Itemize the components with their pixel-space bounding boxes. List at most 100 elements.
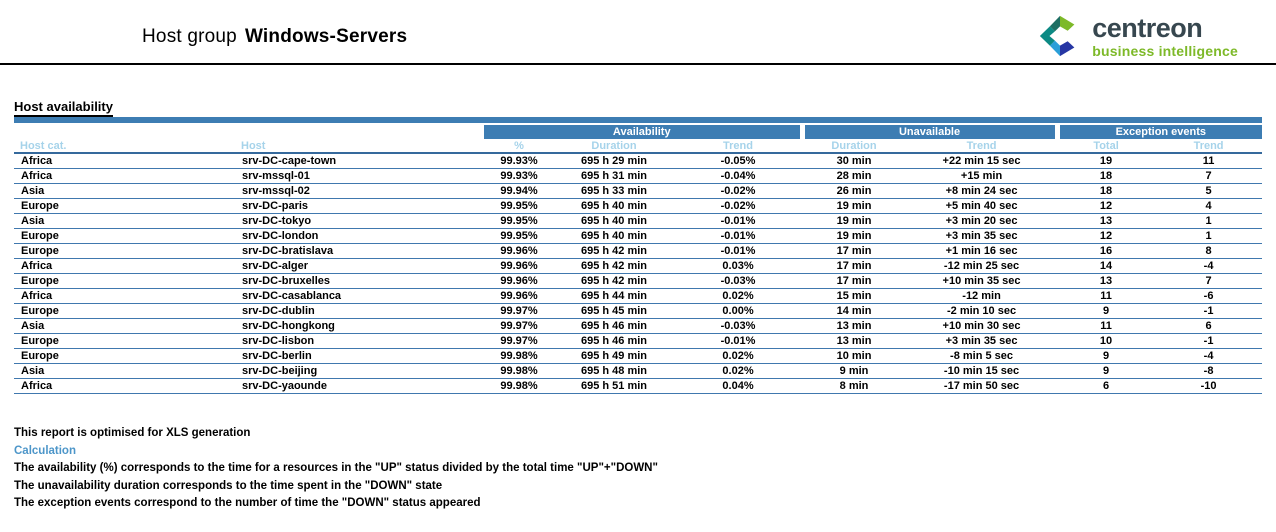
host-availability-table: Availability Unavailable Exception event… — [14, 125, 1263, 394]
cell-host: srv-DC-beijing — [235, 363, 484, 379]
cell-exception-total: 9 — [1057, 348, 1156, 364]
col-header-availability-percent: % — [484, 139, 554, 154]
cell-availability-percent: 99.96% — [484, 243, 554, 259]
cell-unavailable-duration: 28 min — [802, 168, 907, 184]
cell-host: srv-DC-berlin — [235, 348, 484, 364]
cell-exception-total: 10 — [1057, 333, 1156, 349]
cell-unavailable-duration: 8 min — [802, 378, 907, 394]
table-row: Africa srv-DC-yaounde 99.98% 695 h 51 min 0.… — [14, 378, 1263, 394]
page-title: Host group Windows-Servers — [142, 26, 407, 48]
cell-host-cat: Europe — [14, 273, 235, 289]
table-row: Africa srv-DC-cape-town 99.93% 695 h 29 min… — [14, 153, 1263, 169]
cell-unavailable-trend: +3 min 35 sec — [906, 228, 1058, 244]
centreon-logo: centreon business intelligence — [1037, 13, 1238, 59]
cell-exception-total: 18 — [1057, 168, 1156, 184]
table-row: Asia srv-mssql-02 99.94% 695 h 33 min -0.02%… — [14, 183, 1263, 199]
table-row: Europe srv-DC-bruxelles 99.96% 695 h 42 min… — [14, 273, 1263, 289]
cell-host-cat: Africa — [14, 288, 235, 304]
cell-availability-percent: 99.98% — [484, 348, 554, 364]
cell-availability-trend: -0.01% — [674, 243, 803, 259]
cell-unavailable-trend: +1 min 16 sec — [906, 243, 1058, 259]
cell-host-cat: Asia — [14, 318, 235, 334]
cell-exception-trend: 8 — [1155, 243, 1263, 259]
cell-availability-percent: 99.96% — [484, 288, 554, 304]
cell-host-cat: Europe — [14, 333, 235, 349]
cell-exception-total: 13 — [1057, 273, 1156, 289]
cell-exception-trend: -8 — [1155, 363, 1263, 379]
cell-availability-trend: -0.04% — [674, 168, 803, 184]
cell-exception-trend: 7 — [1155, 168, 1263, 184]
cell-availability-percent: 99.98% — [484, 378, 554, 394]
group-header-exception-events: Exception events — [1054, 125, 1263, 139]
cell-host: srv-DC-lisbon — [235, 333, 484, 349]
cell-availability-duration: 695 h 44 min — [554, 288, 674, 304]
cell-host-cat: Africa — [14, 258, 235, 274]
cell-host-cat: Africa — [14, 153, 235, 169]
cell-exception-trend: 1 — [1155, 213, 1263, 229]
cell-exception-total: 12 — [1057, 228, 1156, 244]
section-title-bar — [14, 117, 1262, 123]
section-title-host-availability: Host availability — [14, 99, 113, 117]
cell-host: srv-mssql-02 — [235, 183, 484, 199]
cell-exception-trend: 6 — [1155, 318, 1263, 334]
cell-host-cat: Europe — [14, 228, 235, 244]
cell-exception-total: 9 — [1057, 303, 1156, 319]
cell-host-cat: Asia — [14, 183, 235, 199]
cell-host: srv-DC-bratislava — [235, 243, 484, 259]
cell-unavailable-duration: 15 min — [802, 288, 907, 304]
cell-availability-duration: 695 h 45 min — [554, 303, 674, 319]
cell-availability-duration: 695 h 40 min — [554, 198, 674, 214]
cell-availability-duration: 695 h 40 min — [554, 213, 674, 229]
cell-unavailable-duration: 30 min — [802, 153, 907, 169]
cell-exception-total: 11 — [1057, 318, 1156, 334]
cell-availability-trend: -0.01% — [674, 228, 803, 244]
cell-availability-trend: -0.03% — [674, 273, 803, 289]
table-row: Asia srv-DC-tokyo 99.95% 695 h 40 min -0.01%… — [14, 213, 1263, 229]
cell-availability-percent: 99.97% — [484, 303, 554, 319]
cell-availability-trend: 0.00% — [674, 303, 803, 319]
footer-notes: This report is optimised for XLS generat… — [14, 427, 658, 515]
cell-host-cat: Europe — [14, 303, 235, 319]
cell-host-cat: Europe — [14, 198, 235, 214]
cell-exception-trend: -1 — [1155, 333, 1263, 349]
cell-exception-trend: 7 — [1155, 273, 1263, 289]
cell-unavailable-trend: +22 min 15 sec — [906, 153, 1058, 169]
xls-note: This report is optimised for XLS generat… — [14, 427, 251, 439]
cell-availability-percent: 99.95% — [484, 228, 554, 244]
cell-availability-duration: 695 h 51 min — [554, 378, 674, 394]
table-row: Asia srv-DC-beijing 99.98% 695 h 48 min 0.02… — [14, 363, 1263, 379]
cell-exception-total: 13 — [1057, 213, 1156, 229]
table-row: Africa srv-DC-casablanca 99.96% 695 h 44 mi… — [14, 288, 1263, 304]
table-row: Europe srv-DC-paris 99.95% 695 h 40 min -0.0… — [14, 198, 1263, 214]
cell-availability-percent: 99.97% — [484, 333, 554, 349]
cell-availability-percent: 99.95% — [484, 213, 554, 229]
cell-availability-trend: 0.02% — [674, 288, 803, 304]
cell-availability-duration: 695 h 40 min — [554, 228, 674, 244]
cell-unavailable-trend: +3 min 35 sec — [906, 333, 1058, 349]
cell-exception-trend: 5 — [1155, 183, 1263, 199]
logo-brand-name: centreon — [1092, 12, 1203, 43]
table-group-header-row: Availability Unavailable Exception event… — [14, 125, 1263, 139]
cell-availability-trend: -0.05% — [674, 153, 803, 169]
cell-exception-trend: 4 — [1155, 198, 1263, 214]
cell-host: srv-DC-yaounde — [235, 378, 484, 394]
cell-availability-percent: 99.94% — [484, 183, 554, 199]
col-header-host-cat: Host cat. — [14, 139, 235, 154]
table-row: Africa srv-DC-alger 99.96% 695 h 42 min 0.03… — [14, 258, 1263, 274]
cell-exception-total: 11 — [1057, 288, 1156, 304]
cell-availability-trend: -0.03% — [674, 318, 803, 334]
cell-availability-trend: -0.01% — [674, 333, 803, 349]
cell-availability-percent: 99.96% — [484, 258, 554, 274]
col-header-unavailable-trend: Trend — [906, 139, 1058, 154]
note-exception-events: The exception events correspond to the n… — [14, 497, 481, 509]
table-row: Europe srv-DC-bratislava 99.96% 695 h 42 mi… — [14, 243, 1263, 259]
col-header-exception-total: Total — [1057, 139, 1156, 154]
cell-unavailable-duration: 17 min — [802, 273, 907, 289]
cell-unavailable-duration: 13 min — [802, 318, 907, 334]
cell-host-cat: Africa — [14, 378, 235, 394]
cell-availability-trend: 0.04% — [674, 378, 803, 394]
table-row: Europe srv-DC-lisbon 99.97% 695 h 46 min -0.… — [14, 333, 1263, 349]
cell-unavailable-duration: 19 min — [802, 198, 907, 214]
cell-exception-total: 14 — [1057, 258, 1156, 274]
cell-unavailable-duration: 26 min — [802, 183, 907, 199]
